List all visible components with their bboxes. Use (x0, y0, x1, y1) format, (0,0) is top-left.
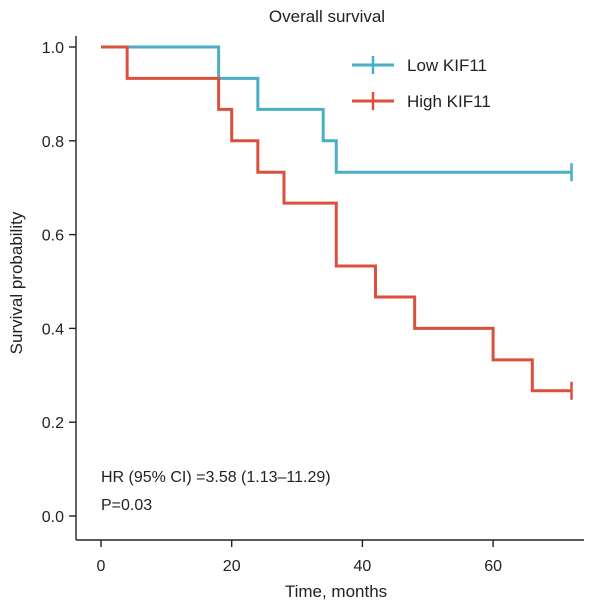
x-tick-label: 20 (223, 558, 241, 575)
km-curve-low-kif11 (101, 45, 572, 174)
legend: Low KIF11 High KIF11 (352, 56, 491, 111)
y-tick-label: 0.4 (42, 321, 64, 338)
x-axis-title: Time, months (285, 582, 387, 601)
legend-label-low-kif11: Low KIF11 (407, 56, 487, 75)
x-tick-label: 40 (354, 558, 372, 575)
hr-annotation: HR (95% CI) =3.58 (1.13–11.29) (101, 469, 331, 486)
y-axis-title: Survival probability (7, 211, 26, 354)
series-layer (101, 45, 573, 400)
x-ticks: 0 20 40 60 (97, 540, 502, 575)
y-tick-label: 0.0 (42, 509, 64, 526)
y-tick-label: 0.6 (42, 228, 64, 245)
y-tick-label: 0.8 (42, 134, 64, 151)
chart-title: Overall survival (269, 7, 385, 26)
p-value-annotation: P=0.03 (101, 497, 152, 514)
y-ticks: 0.0 0.2 0.4 0.6 0.8 1.0 (42, 40, 76, 526)
km-curve-high-kif11 (101, 45, 572, 393)
y-tick-label: 0.2 (42, 415, 64, 432)
y-tick-label: 1.0 (42, 40, 64, 57)
legend-label-high-kif11: High KIF11 (407, 92, 491, 111)
x-tick-label: 60 (484, 558, 502, 575)
x-tick-label: 0 (97, 558, 106, 575)
axes (75, 36, 584, 541)
